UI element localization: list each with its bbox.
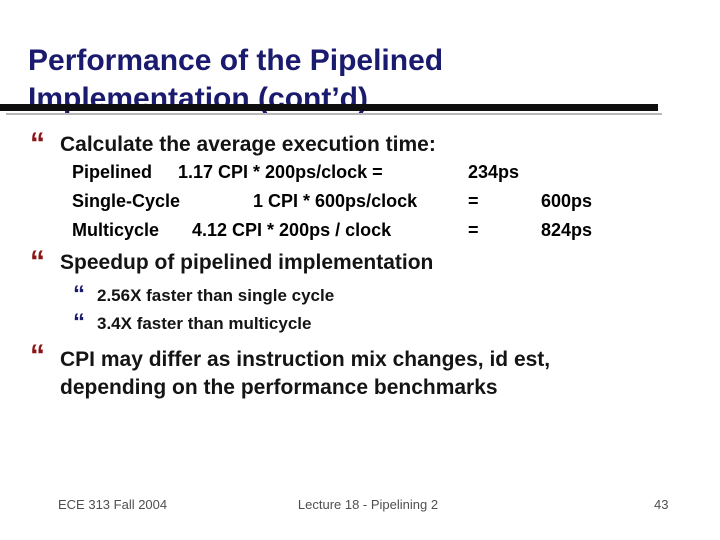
calc-equals-sign: = — [468, 220, 479, 240]
sub-bullet-marker-icon: “ — [73, 309, 85, 336]
calc-value: 600ps — [541, 191, 593, 211]
bullet-cpi-note-line-1: CPI may differ as instruction mix change… — [60, 348, 551, 371]
bullet-marker-icon: “ — [30, 127, 45, 160]
footer-lecture-title: Lecture 18 - Pipelining 2 — [297, 497, 439, 512]
calc-row-pipelined: Pipelined 1.17 CPI * 200ps/clock = 234ps — [0, 161, 720, 185]
title-underline-bar — [0, 104, 658, 111]
calc-label: Pipelined — [72, 162, 153, 182]
bullet-marker-icon: “ — [30, 339, 45, 372]
bullet-speedup-header: Speedup of pipelined implementation — [60, 251, 434, 274]
calc-value: 824ps — [541, 220, 593, 240]
bullet-calc-header: Calculate the average execution time: — [60, 133, 436, 156]
calc-expression: 4.12 CPI * 200ps / clock — [192, 220, 392, 240]
calc-equals-sign: = — [468, 191, 479, 211]
footer-page-number: 43 — [654, 497, 669, 512]
bullet-cpi-note-line-2: depending on the performance benchmarks — [60, 376, 498, 399]
sub-bullet-multicycle: 3.4X faster than multicycle — [97, 314, 312, 333]
slide-title: Performance of the Pipelined Implementat… — [28, 42, 668, 118]
calc-label: Single-Cycle — [72, 191, 181, 211]
title-underline-shadow — [6, 113, 662, 115]
calc-expression: 1.17 CPI * 200ps/clock = — [178, 162, 383, 182]
slide-title-line-1: Performance of the Pipelined — [28, 44, 444, 78]
sub-bullet-marker-icon: “ — [73, 281, 85, 308]
bullet-cpi-note: CPI may differ as instruction mix change… — [60, 346, 660, 402]
sub-bullet-single-cycle: 2.56X faster than single cycle — [97, 286, 335, 305]
calc-row-single-cycle: Single-Cycle 1 CPI * 600ps/clock = 600ps — [0, 190, 720, 214]
calc-value: 234ps — [468, 162, 520, 182]
footer-course-label: ECE 313 Fall 2004 — [58, 497, 168, 512]
calc-row-multicycle: Multicycle 4.12 CPI * 200ps / clock = 82… — [0, 219, 720, 243]
calc-label: Multicycle — [72, 220, 160, 240]
calc-expression: 1 CPI * 600ps/clock — [253, 191, 418, 211]
bullet-marker-icon: “ — [30, 245, 45, 278]
